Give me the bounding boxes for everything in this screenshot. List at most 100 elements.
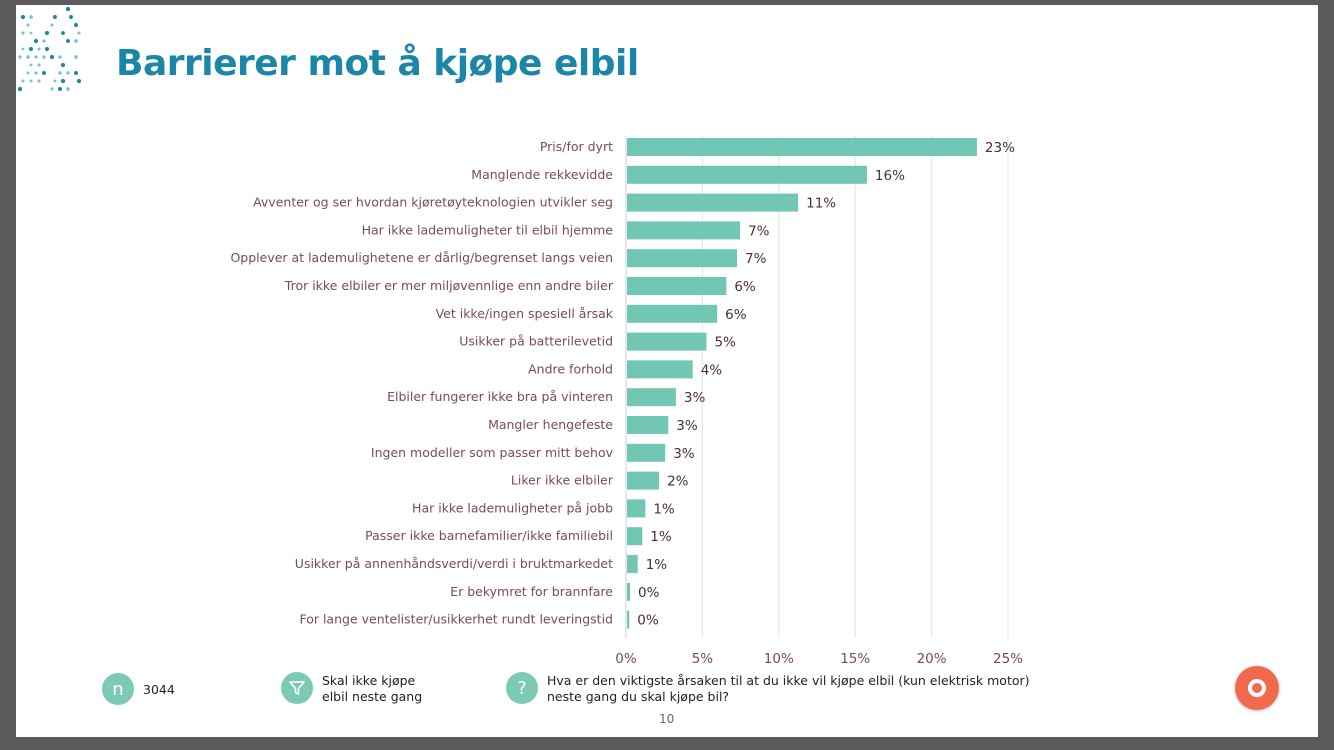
bar (627, 193, 799, 212)
logo-dot (29, 79, 33, 83)
data-label: 7% (748, 223, 770, 239)
bar (627, 499, 646, 518)
category-label: Usikker på batterilevetid (459, 334, 613, 349)
logo-dot (21, 47, 25, 51)
logo-dot (53, 15, 57, 19)
bar (627, 527, 643, 546)
bar (627, 360, 693, 379)
logo-dot (29, 31, 33, 35)
data-label: 11% (806, 196, 836, 212)
question-info: ? Hva er den viktigste årsaken til at du… (506, 672, 1047, 705)
category-label: Pris/for dyrt (540, 139, 613, 154)
filter-info: Skal ikke kjøpe elbil neste gang (281, 672, 442, 705)
bar (627, 304, 718, 323)
x-tick-label: 10% (764, 651, 794, 667)
logo-dot (42, 55, 46, 59)
filter-text: Skal ikke kjøpe elbil neste gang (322, 673, 423, 704)
logo-dot (34, 71, 38, 75)
category-label: Opplever at lademulighetene er dårlig/be… (230, 250, 613, 265)
lifebuoy-icon (1248, 679, 1266, 697)
category-label: Tror ikke elbiler er mer miljøvennlige e… (284, 278, 614, 293)
logo-dot (17, 86, 23, 92)
bar (627, 388, 676, 407)
bar (627, 277, 727, 295)
bar (627, 221, 741, 240)
logo-dot (44, 46, 50, 52)
x-tick-label: 5% (692, 651, 714, 667)
logo-dot (58, 55, 62, 59)
logo-dot (74, 71, 78, 75)
logo-dot (61, 31, 65, 35)
filter-icon (281, 672, 313, 704)
logo-dot (29, 63, 33, 67)
category-label: Elbiler fungerer ikke bra på vinteren (387, 389, 613, 404)
logo-dot (66, 87, 70, 91)
logo-dot (74, 39, 78, 43)
logo-dot (21, 31, 25, 35)
logo-dot (29, 15, 33, 19)
bar (627, 416, 669, 434)
logo-dot (53, 79, 57, 83)
n-icon: n (102, 673, 134, 705)
category-label: Vet ikke/ingen spesiell årsak (436, 306, 614, 321)
slide: Barrierer mot å kjøpe elbil Pris/for dyr… (16, 5, 1318, 737)
category-label: Andre forhold (528, 361, 613, 376)
bar (627, 165, 867, 184)
data-label: 1% (646, 557, 668, 573)
bar (627, 138, 977, 156)
x-tick-label: 0% (615, 651, 637, 667)
logo-dot (44, 30, 50, 36)
data-label: 6% (734, 279, 756, 295)
category-label: Mangler hengefeste (488, 417, 613, 432)
logo-dot (66, 39, 70, 43)
logo-dot (66, 71, 70, 75)
logo-dot (20, 14, 26, 20)
bar (627, 443, 666, 462)
bar (627, 249, 738, 268)
logo-dot (73, 22, 79, 28)
data-label: 3% (684, 390, 706, 406)
logo-dot (77, 31, 81, 35)
logo-dot (21, 79, 25, 83)
data-label: 0% (637, 613, 659, 629)
logo-dot (37, 79, 41, 83)
help-chat-button[interactable] (1235, 666, 1279, 710)
bar (627, 332, 707, 351)
category-label: Ingen modeller som passer mitt behov (371, 445, 614, 460)
page-number: 10 (659, 712, 675, 726)
bar (627, 582, 631, 601)
data-label: 2% (667, 474, 689, 490)
x-tick-label: 25% (993, 651, 1023, 667)
logo-dot (42, 39, 46, 43)
category-label: Har ikke lademuligheter til elbil hjemme (362, 222, 614, 237)
logo-dot (18, 55, 22, 59)
page-title: Barrierer mot å kjøpe elbil (116, 43, 639, 84)
category-label: Usikker på annenhåndsverdi/verdi i brukt… (295, 556, 613, 571)
question-text: Hva er den viktigste årsaken til at du i… (547, 673, 1030, 704)
logo-dot (26, 55, 30, 59)
data-label: 7% (745, 251, 767, 267)
category-label: Er bekymret for brannfare (450, 584, 613, 599)
logo-dot (50, 23, 54, 27)
logo-dot (76, 78, 82, 84)
data-label: 4% (701, 362, 723, 378)
logo-dot (74, 55, 78, 59)
data-label: 1% (650, 529, 672, 545)
category-label: Liker ikke elbiler (511, 473, 614, 488)
sample-size: n 3044 (102, 673, 175, 705)
logo-dot (60, 62, 66, 68)
logo-dots-decoration (17, 6, 82, 92)
logo-dot (69, 15, 73, 19)
question-icon: ? (506, 672, 538, 704)
bar (627, 555, 638, 573)
logo-dot (60, 78, 66, 84)
data-label: 5% (714, 335, 736, 351)
category-label: Manglende rekkevidde (471, 167, 613, 182)
logo-dot (34, 55, 38, 59)
logo-dot (37, 47, 41, 51)
logo-dot (65, 6, 71, 12)
data-label: 6% (725, 307, 747, 323)
logo-dot (58, 71, 62, 75)
logo-dot (26, 23, 30, 27)
data-label: 1% (653, 501, 675, 517)
